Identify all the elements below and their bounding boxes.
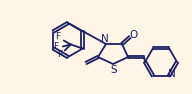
Text: F: F	[53, 42, 58, 51]
Text: N: N	[168, 69, 176, 79]
Text: F: F	[57, 50, 62, 59]
Text: F: F	[55, 32, 60, 41]
Text: O: O	[130, 30, 138, 40]
Text: N: N	[101, 34, 109, 44]
Text: S: S	[111, 65, 117, 75]
